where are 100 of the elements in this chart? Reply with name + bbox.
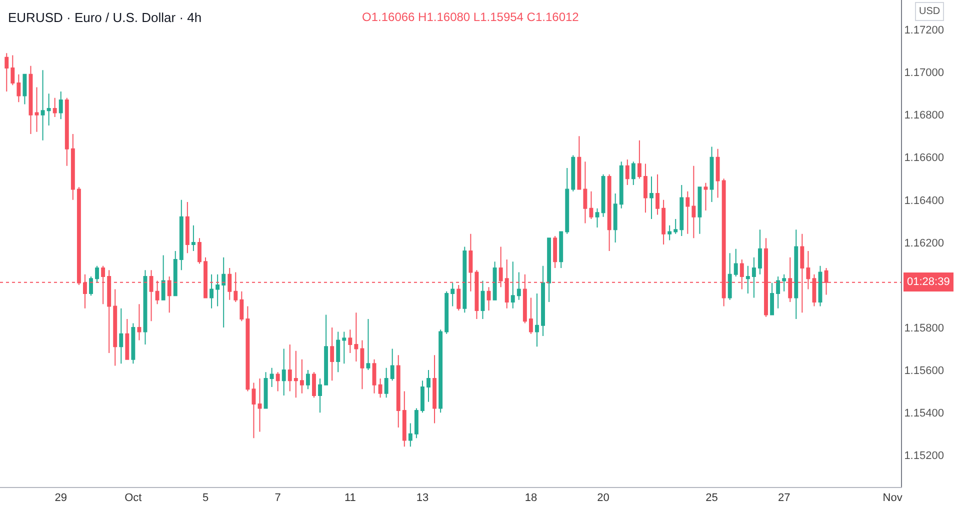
- candlestick: [378, 378, 382, 398]
- candlestick: [198, 238, 202, 264]
- candlestick: [692, 165, 696, 239]
- candlestick: [336, 331, 340, 373]
- candlestick: [70, 133, 75, 200]
- candlestick: [22, 74, 27, 105]
- candlestick: [384, 367, 388, 398]
- candlestick: [432, 354, 437, 424]
- candlestick: [390, 348, 394, 382]
- x-tick-label: 18: [524, 492, 538, 504]
- text: O1.16066 H1.16080 L1.15954 C1.16012: [362, 10, 580, 24]
- x-tick-label: 5: [202, 492, 209, 504]
- candlestick: [46, 93, 51, 126]
- candlestick: [547, 238, 552, 302]
- y-tick-label: 1.16400: [904, 194, 944, 207]
- y-tick-label: 1.15400: [904, 407, 944, 420]
- candlestick: [89, 276, 93, 296]
- candlestick: [716, 148, 720, 198]
- candlestick: [372, 358, 376, 394]
- candlestick: [252, 382, 256, 439]
- candlestick: [119, 308, 124, 364]
- candlestick: [746, 265, 750, 294]
- candlestick: [306, 370, 310, 390]
- candlestick: [577, 136, 582, 190]
- candlestick: [589, 190, 594, 220]
- y-tick-label: 1.16200: [904, 237, 944, 250]
- x-tick-label: Oct: [124, 492, 142, 504]
- candlestick: [288, 344, 292, 392]
- candlestick: [680, 184, 684, 237]
- candlestick: [516, 272, 521, 300]
- y-tick-label: 1.16800: [904, 110, 944, 122]
- candlestick: [704, 182, 708, 212]
- candlestick: [643, 163, 648, 214]
- candlestick: [571, 154, 576, 192]
- candlestick: [492, 261, 497, 300]
- candlestick: [40, 70, 45, 141]
- ref-line-label: 01:28:39: [907, 276, 950, 288]
- candlestick: [125, 318, 130, 360]
- candlestick: [95, 265, 100, 284]
- candlestick: [366, 318, 370, 371]
- candlestick: [559, 231, 564, 268]
- candlestick: [565, 168, 570, 234]
- candlestick: [668, 224, 672, 241]
- candlestick: [462, 246, 467, 314]
- candlestick: [300, 358, 304, 394]
- candlestick: [258, 378, 262, 432]
- candlestick: [185, 202, 190, 254]
- candlestick: [770, 282, 774, 316]
- candlestick: [270, 367, 274, 388]
- candlestick: [276, 372, 280, 392]
- candlestick: [698, 186, 702, 234]
- candlestick: [728, 252, 732, 300]
- candlestick: [776, 276, 780, 309]
- x-tick-label: 27: [778, 492, 790, 504]
- candlestick: [264, 372, 268, 409]
- x-tick-label: 11: [344, 492, 356, 504]
- candlestick: [161, 254, 166, 300]
- candlestick: [131, 322, 136, 364]
- candlestick: [34, 86, 39, 132]
- candlestick: [173, 250, 178, 296]
- candlestick: [656, 174, 660, 216]
- candlestick: [782, 274, 786, 292]
- candlestick: [10, 54, 15, 86]
- candlestick: [396, 354, 400, 428]
- y-tick-label: 1.17200: [904, 24, 944, 37]
- candlestick: [686, 190, 690, 234]
- candlestick: [348, 329, 352, 354]
- candlestick: [486, 286, 491, 311]
- candlestick: [113, 288, 118, 366]
- candlestick: [631, 161, 636, 186]
- candlestick: [137, 304, 142, 341]
- candlestick: [541, 265, 545, 337]
- candlestick: [553, 236, 558, 268]
- candlestick: [583, 161, 588, 224]
- x-tick-label: 20: [597, 492, 610, 504]
- candlestick: [58, 90, 63, 120]
- candlestick: [64, 97, 69, 166]
- candlestick: [752, 256, 756, 298]
- candlestick: [191, 224, 196, 252]
- candlestick: [408, 422, 412, 448]
- candlestick: [324, 314, 328, 386]
- y-tick-label: 1.17000: [904, 67, 944, 80]
- candlestick: [282, 348, 286, 396]
- candlestick: [210, 274, 214, 309]
- candlestick: [354, 312, 358, 362]
- x-tick-label: 7: [274, 492, 281, 504]
- candlestick: [818, 265, 822, 307]
- candlestick: [456, 284, 461, 311]
- x-tick-label: 25: [706, 492, 718, 504]
- candlestick: [143, 270, 148, 346]
- x-tick-label: 13: [416, 492, 429, 504]
- candlestick: [16, 74, 21, 103]
- candlestick: [674, 218, 678, 234]
- candlestick: [342, 331, 346, 364]
- candlestick: [360, 340, 364, 390]
- candlestick: [595, 208, 600, 228]
- candlestick: [510, 261, 515, 309]
- candlestick: [318, 378, 322, 414]
- candlestick: [294, 350, 298, 398]
- candlestick: [444, 290, 449, 334]
